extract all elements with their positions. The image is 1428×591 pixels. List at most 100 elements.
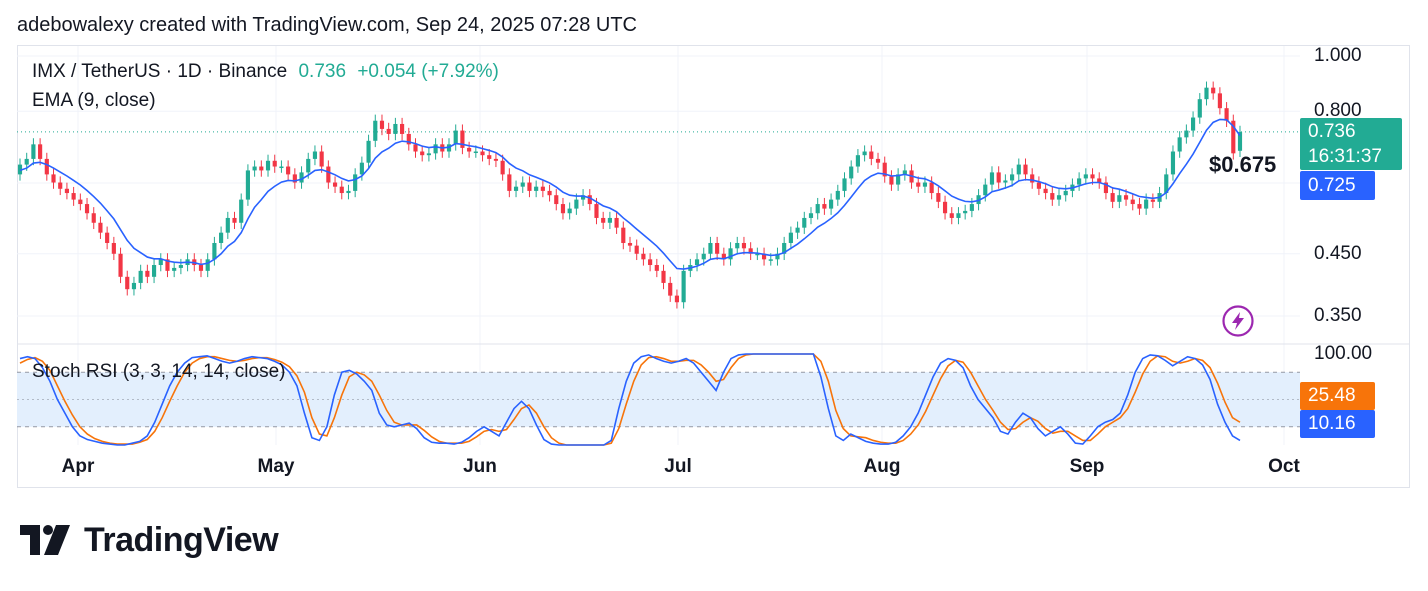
candle — [1170, 151, 1176, 175]
candle — [420, 151, 425, 156]
candle — [239, 199, 244, 223]
candle — [1123, 195, 1129, 200]
candle — [513, 186, 519, 191]
candle — [413, 144, 418, 152]
candle — [587, 195, 592, 205]
symbol-label: IMX / TetherUS · 1D · Binance — [32, 61, 288, 82]
candle — [627, 242, 633, 246]
candle — [359, 162, 364, 175]
candle — [1144, 199, 1149, 209]
candle — [406, 133, 411, 145]
last-price: 0.736 — [298, 61, 347, 82]
x-tick-label: Jul — [664, 456, 692, 477]
candle — [681, 270, 686, 303]
candle — [252, 166, 257, 171]
candle — [259, 166, 264, 171]
candle — [1043, 188, 1048, 194]
candle — [560, 204, 566, 214]
candle — [225, 217, 230, 233]
candle — [540, 186, 545, 191]
candle — [306, 158, 311, 173]
candle — [835, 190, 840, 200]
candle — [500, 160, 505, 175]
candle — [956, 213, 961, 218]
ema-legend: EMA (9, close) — [32, 90, 156, 111]
candle — [105, 232, 110, 243]
candle — [775, 253, 780, 260]
candle — [507, 174, 512, 191]
candle — [1237, 131, 1243, 151]
candle — [735, 242, 740, 249]
candle — [641, 253, 646, 260]
ema-line — [19, 118, 1241, 270]
candle — [373, 120, 378, 141]
candle — [178, 265, 183, 268]
candle — [487, 155, 492, 159]
candle — [721, 253, 726, 260]
candle — [78, 199, 83, 205]
candle — [24, 158, 29, 165]
candle — [527, 182, 532, 191]
candle — [1217, 93, 1222, 109]
candle — [815, 204, 820, 214]
price-change: +0.054 (+7.92%) — [357, 61, 499, 82]
tradingview-mark-icon — [20, 525, 70, 555]
candle — [902, 170, 907, 175]
candle — [131, 282, 137, 290]
brand-wordmark: TradingView — [84, 520, 279, 559]
candle — [1164, 174, 1169, 194]
candle — [493, 158, 499, 161]
candle — [547, 190, 552, 196]
candle — [889, 176, 894, 185]
candle — [1110, 193, 1115, 202]
candle — [580, 195, 586, 200]
candle — [1036, 182, 1041, 189]
candle — [453, 130, 458, 145]
candle — [648, 259, 653, 266]
last-price-tag: 0.736 16:31:37 — [1300, 118, 1402, 170]
candle — [91, 213, 96, 223]
candle — [929, 182, 934, 194]
candle — [480, 151, 485, 156]
candle — [534, 186, 539, 191]
y-tick-label: 0.800 — [1314, 100, 1362, 121]
candle — [17, 164, 23, 175]
candle — [741, 242, 747, 249]
candle — [922, 182, 928, 187]
candle — [761, 253, 767, 260]
candle — [520, 182, 525, 187]
candle — [728, 248, 733, 260]
candle — [567, 208, 572, 214]
candle — [1211, 87, 1216, 94]
candle — [1003, 180, 1008, 183]
candle — [996, 172, 1001, 183]
candle — [701, 253, 706, 260]
candle — [433, 144, 438, 154]
candle — [1117, 195, 1122, 202]
stoch-d-tag: 10.16 — [1300, 410, 1375, 438]
candle — [1184, 130, 1189, 138]
candle — [1197, 99, 1202, 118]
x-tick-label: Sep — [1069, 456, 1105, 477]
candle — [607, 217, 612, 223]
candle — [44, 158, 49, 175]
candle — [849, 166, 854, 179]
bar-countdown: 16:31:37 — [1308, 146, 1382, 167]
candle — [715, 242, 720, 254]
last-price-tag-value: 0.736 — [1308, 121, 1356, 142]
candle — [1050, 193, 1055, 200]
candle — [896, 174, 901, 185]
candle — [1190, 117, 1196, 131]
candle — [882, 162, 887, 177]
x-tick-label: Jun — [463, 456, 497, 477]
x-tick-label: Oct — [1268, 456, 1300, 477]
candle — [279, 166, 284, 169]
candle — [1097, 178, 1102, 183]
candle — [158, 259, 163, 266]
x-tick-label: Apr — [61, 456, 95, 477]
candle — [949, 213, 954, 218]
candle — [936, 193, 941, 202]
lightning-icon[interactable] — [1222, 305, 1254, 337]
candle — [219, 232, 224, 243]
